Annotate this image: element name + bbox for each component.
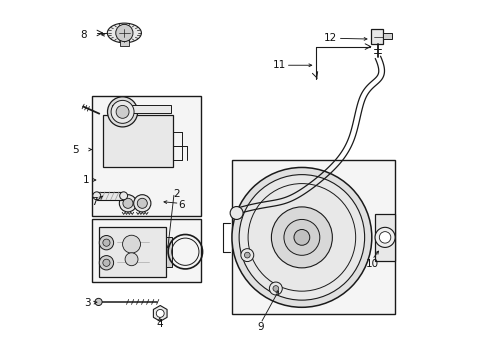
Text: 12: 12 [323,33,337,43]
Text: 2: 2 [173,189,179,199]
Circle shape [99,235,113,250]
Circle shape [269,282,282,295]
Circle shape [247,184,355,291]
Circle shape [137,198,147,208]
Ellipse shape [107,23,141,43]
Polygon shape [153,306,167,321]
Circle shape [122,198,133,208]
Bar [97,192,123,200]
Circle shape [107,97,137,127]
Circle shape [133,195,151,212]
Bar [374,214,395,261]
Circle shape [122,235,140,253]
Circle shape [120,192,127,200]
Bar [92,96,201,216]
Circle shape [95,298,102,306]
Circle shape [102,239,110,246]
Text: 9: 9 [257,322,264,332]
Text: 10: 10 [365,259,378,269]
Text: 5: 5 [73,144,79,154]
Bar [231,160,394,315]
Circle shape [156,310,164,318]
Text: 3: 3 [84,298,91,308]
Bar [99,226,165,277]
Circle shape [284,220,319,255]
Bar [92,220,201,282]
Bar [165,237,172,267]
Circle shape [374,227,394,247]
Text: 6: 6 [178,200,184,210]
Bar [120,39,128,45]
Circle shape [111,100,134,123]
Text: 7: 7 [91,197,98,207]
Circle shape [116,24,133,41]
Circle shape [231,167,371,307]
Circle shape [244,252,250,258]
Text: 8: 8 [81,30,87,40]
Circle shape [271,207,332,268]
Circle shape [125,253,138,266]
Circle shape [119,195,136,212]
Circle shape [293,229,309,245]
Text: 4: 4 [156,319,163,329]
Bar [112,105,171,113]
Circle shape [379,231,390,243]
Circle shape [116,105,129,118]
Circle shape [230,207,243,220]
Circle shape [93,192,101,200]
Circle shape [272,285,278,291]
Circle shape [99,256,113,270]
Text: 1: 1 [82,175,89,185]
Bar [102,116,172,167]
Circle shape [239,175,364,300]
Bar [382,33,391,40]
Text: 11: 11 [272,60,285,70]
Circle shape [102,259,110,266]
Circle shape [241,249,253,262]
Bar [370,29,382,44]
